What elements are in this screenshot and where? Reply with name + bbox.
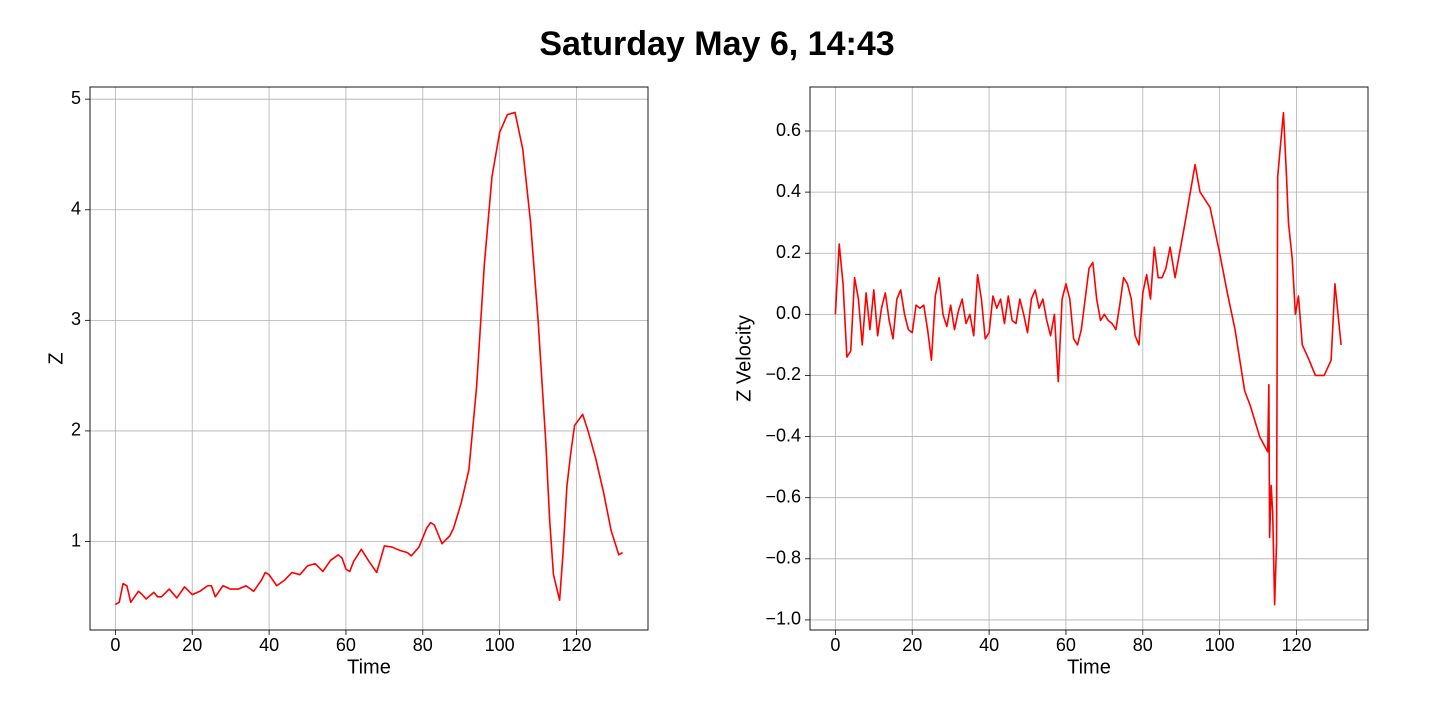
y-tick-label: 0.6 [776,120,801,140]
y-tick-label: 4 [71,199,81,219]
x-tick-label: 120 [1281,635,1311,655]
x-tick-label: 120 [561,635,591,655]
x-axis-label: Time [1067,656,1111,678]
x-tick-label: 40 [979,635,999,655]
x-tick-label: 20 [182,635,202,655]
x-tick-label: 60 [336,635,356,655]
y-tick-label: −0.2 [765,364,801,384]
y-tick-label: 5 [71,88,81,108]
y-tick-label: 3 [71,309,81,329]
y-axis-label: Z Velocity [733,315,755,402]
axes-frame [809,86,1369,631]
y-tick-label: −1.0 [765,609,801,629]
y-tick-label: 1 [71,530,81,550]
x-tick-label: 60 [1056,635,1076,655]
axes-frame [89,86,649,631]
y-tick-label: −0.4 [765,425,801,445]
x-tick-label: 0 [830,635,840,655]
x-axis-label: Time [347,656,391,678]
figure-title: Saturday May 6, 14:43 [539,25,894,63]
x-tick-label: 80 [413,635,433,655]
x-tick-label: 80 [1133,635,1153,655]
y-tick-label: 0.0 [776,303,801,323]
x-tick-label: 40 [259,635,279,655]
data-line [114,111,624,606]
y-tick-label: 0.2 [776,242,801,262]
y-tick-label: 0.4 [776,181,801,201]
x-tick-label: 0 [110,635,120,655]
y-axis-label: Z [45,352,67,364]
x-tick-label: 100 [485,635,515,655]
y-tick-label: −0.6 [765,486,801,506]
y-tick-label: −0.8 [765,548,801,568]
x-tick-label: 100 [1205,635,1235,655]
x-tick-label: 20 [902,635,922,655]
y-tick-label: 2 [71,420,81,440]
data-line [834,111,1342,606]
